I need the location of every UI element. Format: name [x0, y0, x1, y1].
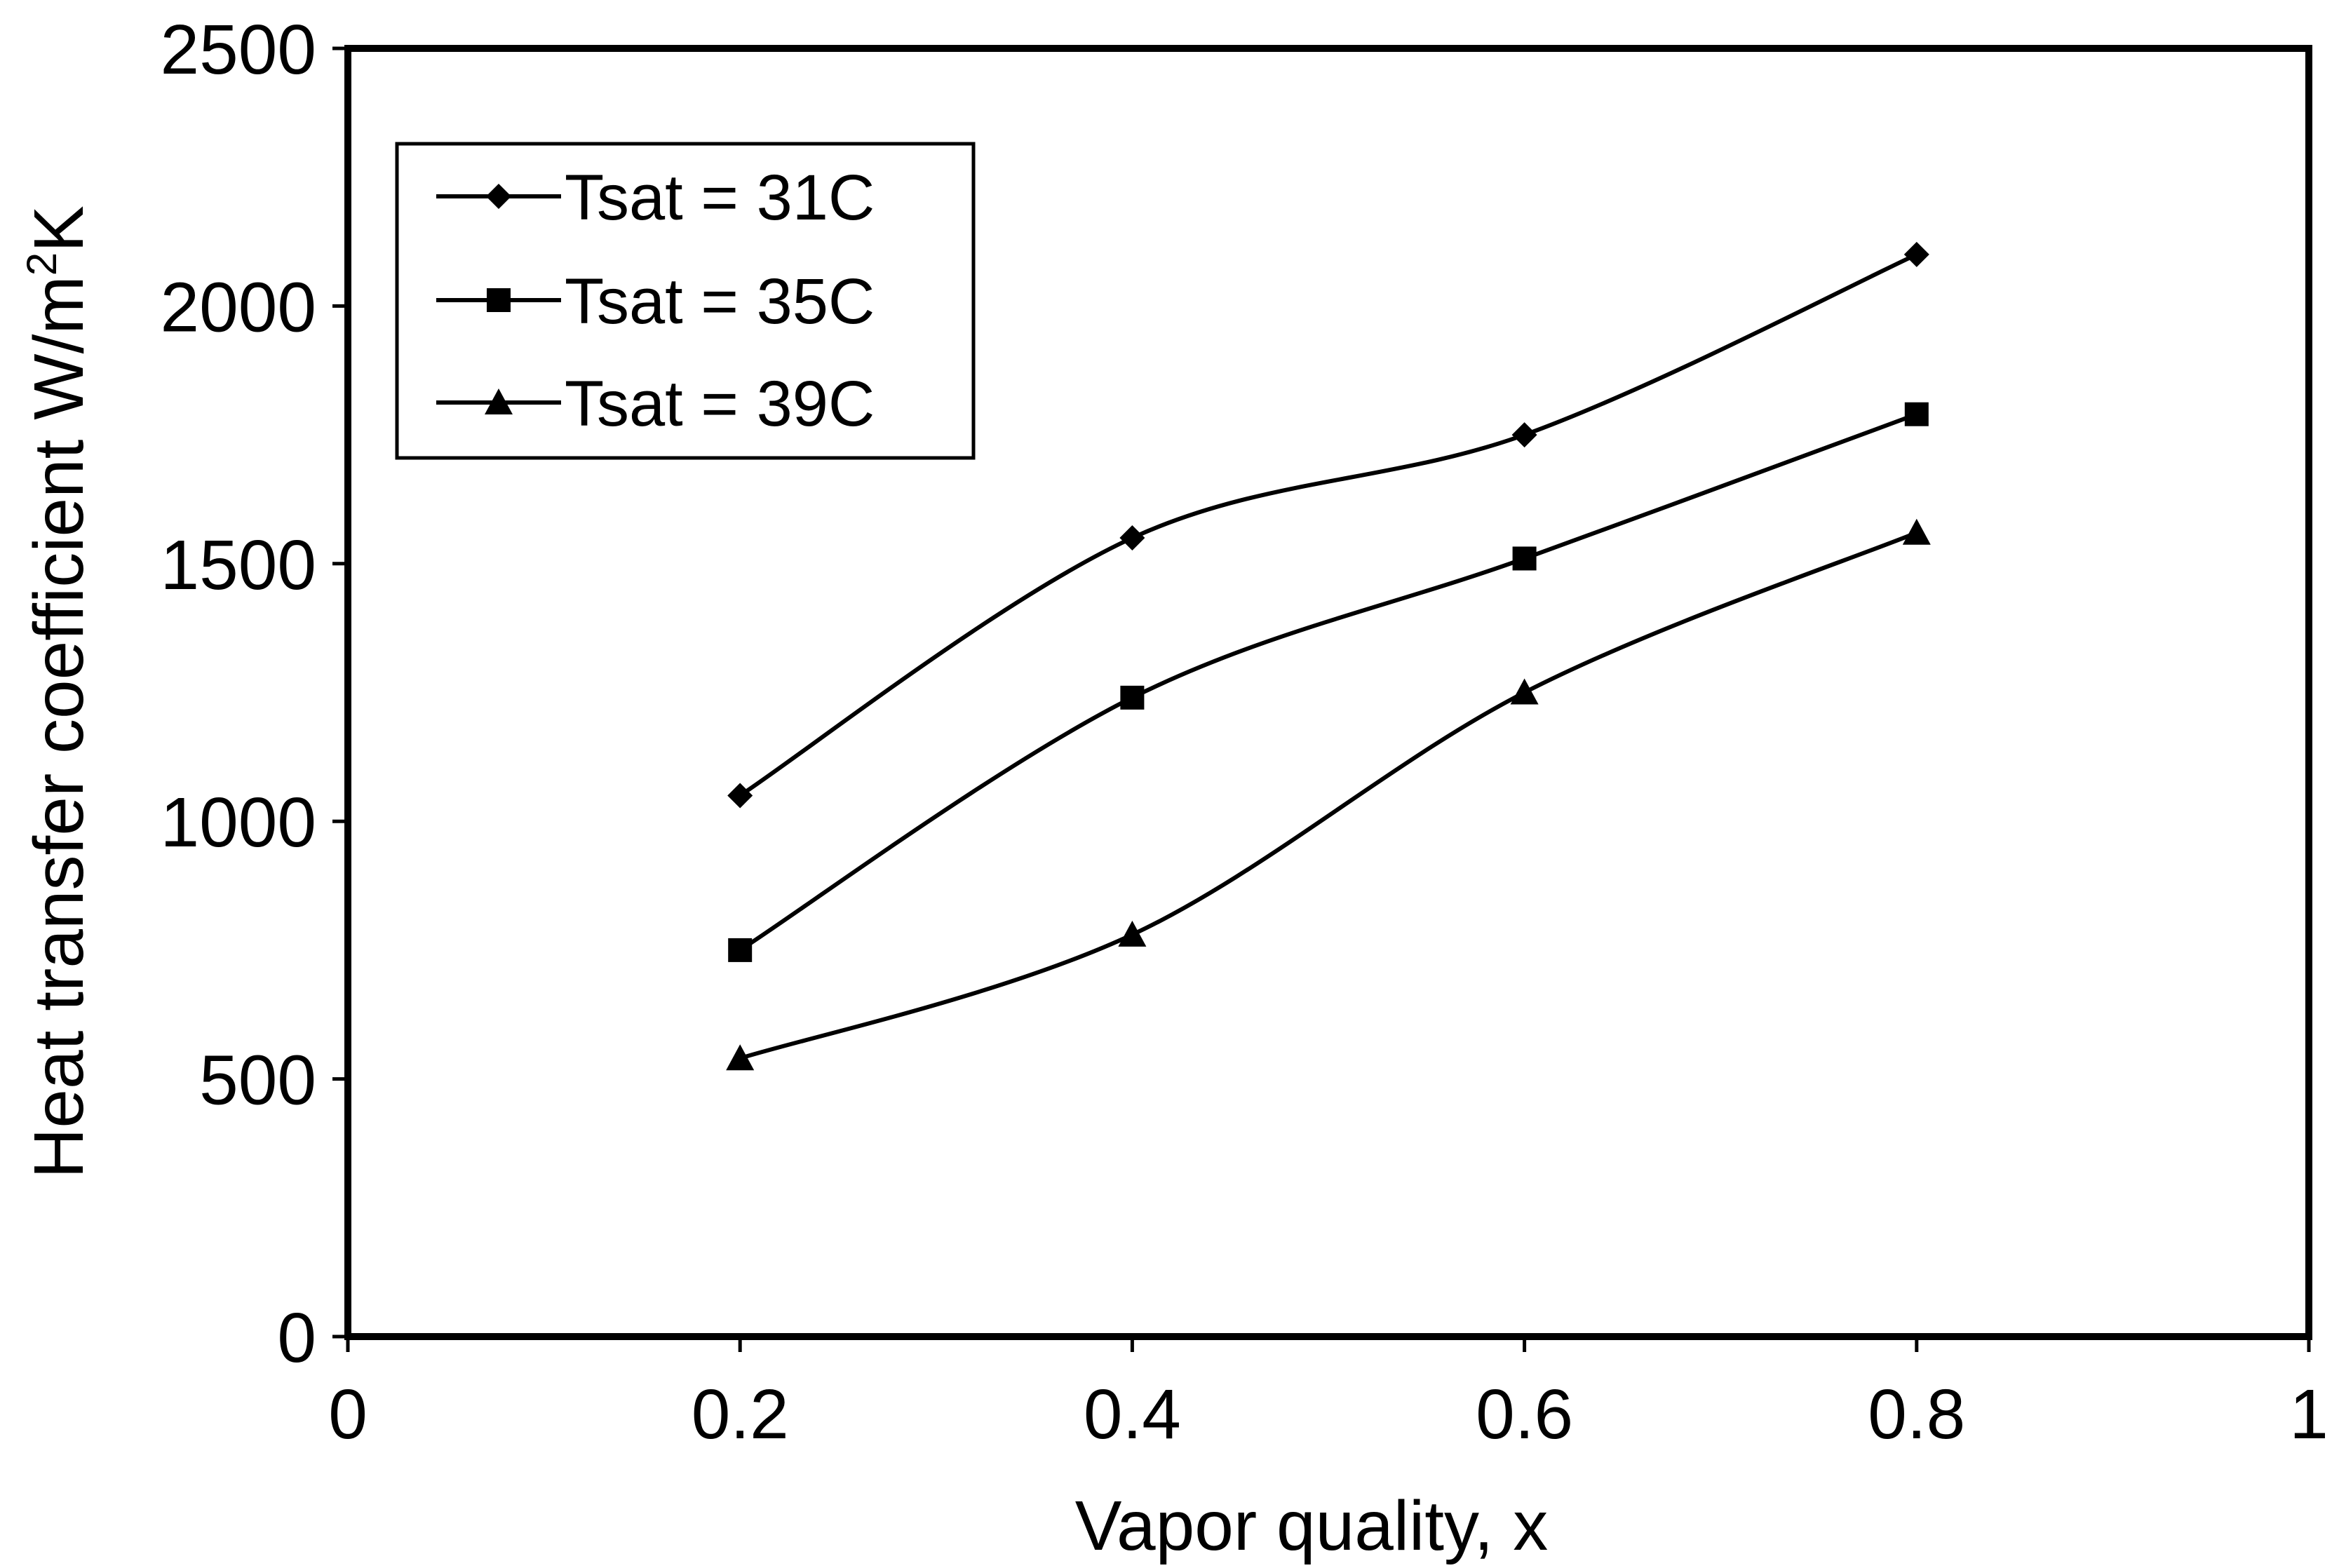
series-line — [739, 530, 1917, 1061]
legend-label: Tsat = 39C — [565, 368, 875, 440]
y-tick-label: 500 — [199, 1041, 316, 1120]
data-point — [1512, 546, 1537, 571]
y-tick-label: 2000 — [161, 268, 316, 346]
y-tick-label: 1000 — [161, 783, 316, 862]
legend-item: Tsat = 31C — [436, 162, 875, 234]
x-tick-label: 0 — [328, 1375, 368, 1454]
y-tick-label: 0 — [277, 1299, 316, 1377]
y-axis-title-suffix: K — [20, 205, 98, 252]
y-tick-label: 2500 — [161, 11, 316, 89]
x-tick-label: 0.2 — [692, 1375, 789, 1454]
data-point — [1120, 685, 1145, 710]
data-point — [1902, 518, 1931, 545]
data-point — [1903, 241, 1929, 267]
legend-item: Tsat = 35C — [436, 266, 875, 337]
legend-label: Tsat = 35C — [565, 266, 875, 337]
y-axis-title: Heat transfer coefficient W/m2K — [18, 205, 98, 1179]
legend-marker — [485, 388, 513, 414]
data-point — [1904, 402, 1929, 426]
legend: Tsat = 31C Tsat = 35C Tsat = 39C — [395, 142, 976, 460]
legend-item: Tsat = 39C — [436, 368, 875, 440]
x-tick-label: 0.6 — [1476, 1375, 1573, 1454]
legend-marker — [486, 184, 511, 209]
axis-ticks: 0 500 1000 1500 2000 2500 0 0.2 0.4 0.6 0.8 1 — [161, 11, 2328, 1454]
data-point — [1511, 422, 1537, 448]
series-line — [739, 252, 1918, 797]
x-tick-label: 0.8 — [1868, 1375, 1965, 1454]
x-tick-label: 0.4 — [1084, 1375, 1181, 1454]
data-point — [726, 1044, 755, 1071]
series-1 — [727, 241, 1929, 809]
data-point — [1118, 920, 1147, 947]
x-axis-title: Vapor quality, x — [1075, 1487, 1548, 1565]
y-tick-label: 1500 — [161, 526, 316, 604]
data-point — [727, 783, 753, 809]
series-3 — [726, 518, 1931, 1071]
y-axis-title-superscript: 2 — [18, 252, 65, 276]
series-line — [739, 412, 1917, 952]
data-point — [1510, 678, 1539, 705]
legend-marker — [487, 288, 511, 312]
legend-label: Tsat = 31C — [565, 162, 875, 234]
y-axis-title-main: Heat transfer coefficient W/m — [20, 276, 98, 1179]
data-point — [728, 938, 753, 962]
legend-items: Tsat = 31C Tsat = 35C Tsat = 39C — [436, 162, 875, 440]
data-point — [1119, 525, 1145, 551]
series-2 — [728, 402, 1929, 962]
series-layer — [726, 241, 1931, 1071]
x-tick-label: 1 — [2289, 1375, 2328, 1454]
